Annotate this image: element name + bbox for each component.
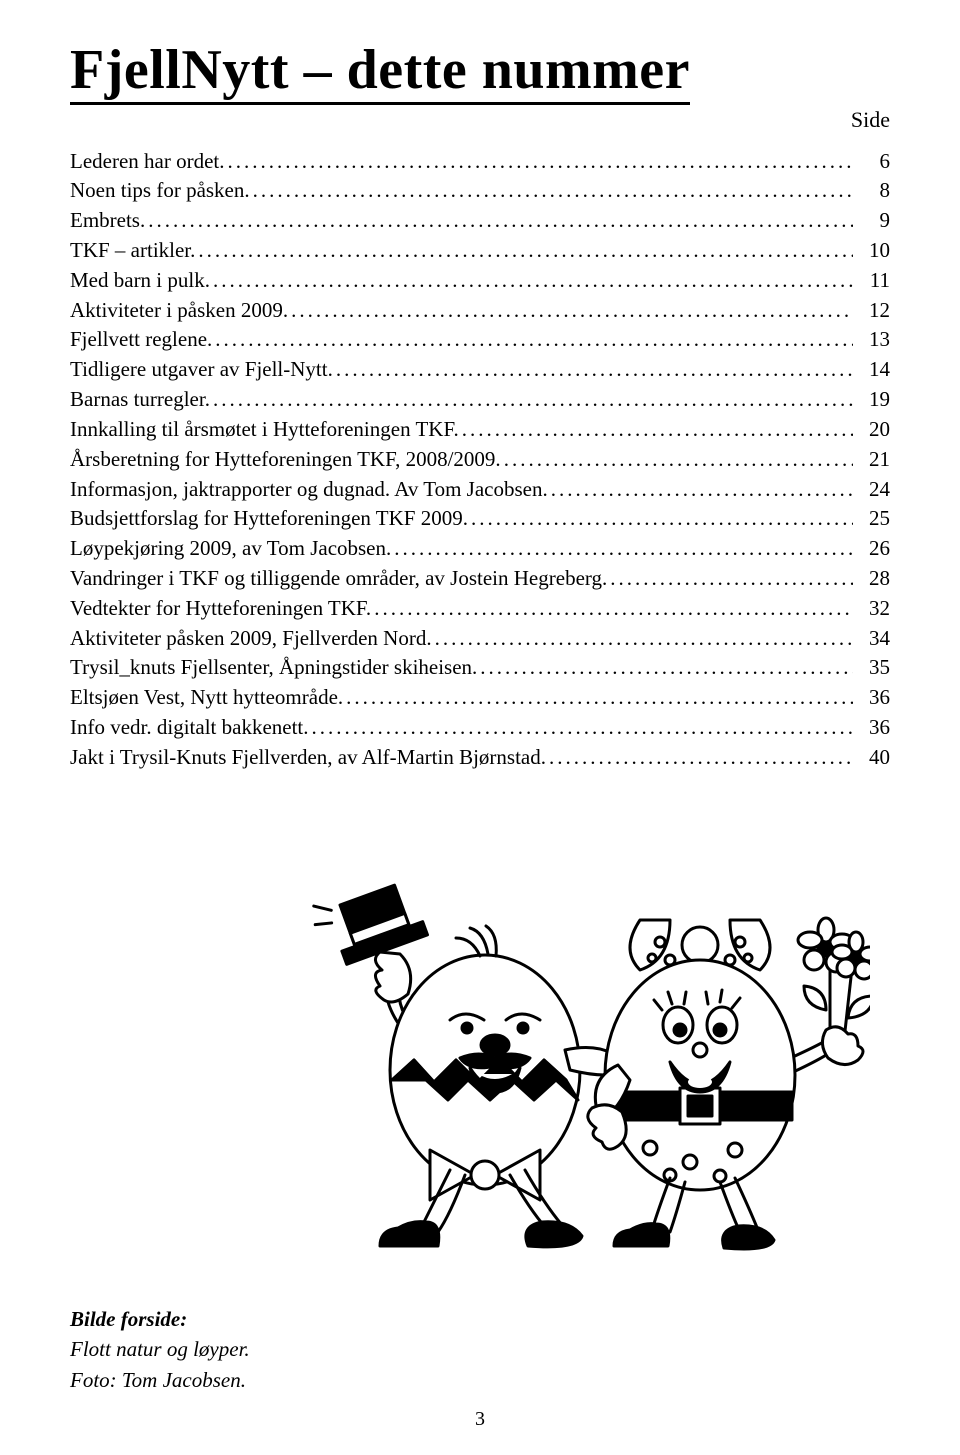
toc-entry: Tidligere utgaver av Fjell-Nytt. 14 xyxy=(70,355,890,385)
toc-entry: Budsjettforslag for Hytteforeningen TKF … xyxy=(70,504,890,534)
toc-entry-page: 36 xyxy=(856,713,890,743)
toc-entry: Jakt i Trysil-Knuts Fjellverden, av Alf-… xyxy=(70,743,890,773)
toc-entry-label: Embrets. xyxy=(70,206,145,236)
toc-leader-dots xyxy=(480,653,853,683)
page-title: FjellNytt – dette nummer xyxy=(70,40,690,102)
toc-entry: Info vedr. digitalt bakkenett. 36 xyxy=(70,713,890,743)
toc-entry-page: 13 xyxy=(856,325,890,355)
toc-entry: Aktiviteter i påsken 2009. 12 xyxy=(70,296,890,326)
toc-entry-label: Info vedr. digitalt bakkenett. xyxy=(70,713,309,743)
toc-entry-label: Jakt i Trysil-Knuts Fjellverden, av Alf-… xyxy=(70,743,546,773)
toc-leader-dots xyxy=(198,236,853,266)
toc-entry-page: 40 xyxy=(856,743,890,773)
toc-entry-label: Innkalling til årsmøtet i Hytteforeninge… xyxy=(70,415,459,445)
toc-leader-dots xyxy=(462,415,853,445)
easter-cartoon-illustration xyxy=(310,870,870,1260)
toc-entry: Fjellvett reglene. 13 xyxy=(70,325,890,355)
toc-entry: Aktiviteter påsken 2009, Fjellverden Nor… xyxy=(70,624,890,654)
caption-heading: Bilde forside: xyxy=(70,1304,250,1334)
toc-entry-page: 34 xyxy=(856,624,890,654)
toc-entry-label: Fjellvett reglene. xyxy=(70,325,212,355)
toc-entry-page: 6 xyxy=(856,147,890,177)
toc-entry-page: 25 xyxy=(856,504,890,534)
toc-leader-dots xyxy=(435,624,853,654)
toc-leader-dots xyxy=(213,385,853,415)
toc-entry-page: 21 xyxy=(856,445,890,475)
toc-leader-dots xyxy=(228,147,854,177)
toc-entry-page: 11 xyxy=(856,266,890,296)
caption-line-2: Foto: Tom Jacobsen. xyxy=(70,1365,250,1395)
toc-leader-dots xyxy=(346,683,853,713)
toc-leader-dots xyxy=(213,266,853,296)
toc-entry-page: 19 xyxy=(856,385,890,415)
side-column-header: Side xyxy=(70,107,890,133)
toc-entry-label: Aktiviteter i påsken 2009. xyxy=(70,296,288,326)
toc-entry-page: 36 xyxy=(856,683,890,713)
toc-entry-label: Noen tips for påsken. xyxy=(70,176,250,206)
toc-entry-label: TKF – artikler. xyxy=(70,236,195,266)
toc-entry-page: 12 xyxy=(856,296,890,326)
toc-entry-label: Vandringer i TKF og tilliggende områder,… xyxy=(70,564,607,594)
toc-leader-dots xyxy=(549,743,853,773)
toc-leader-dots xyxy=(253,176,853,206)
toc-entry-label: Vedtekter for Hytteforeningen TKF. xyxy=(70,594,371,624)
toc-entry-page: 32 xyxy=(856,594,890,624)
toc-entry: Barnas turregler. 19 xyxy=(70,385,890,415)
toc-entry-label: Informasjon, jaktrapporter og dugnad. Av… xyxy=(70,475,548,505)
toc-leader-dots xyxy=(215,325,853,355)
toc-entry-label: Tidligere utgaver av Fjell-Nytt. xyxy=(70,355,333,385)
toc-entry-page: 10 xyxy=(856,236,890,266)
table-of-contents: Lederen har ordet.6Noen tips for påsken.… xyxy=(70,147,890,773)
toc-entry-label: Løypekjøring 2009, av Tom Jacobsen. xyxy=(70,534,391,564)
toc-entry: Årsberetning for Hytteforeningen TKF, 20… xyxy=(70,445,890,475)
toc-entry-label: Budsjettforslag for Hytteforeningen TKF … xyxy=(70,504,468,534)
toc-entry: TKF – artikler. 10 xyxy=(70,236,890,266)
toc-entry-page: 35 xyxy=(856,653,890,683)
toc-entry-label: Årsberetning for Hytteforeningen TKF, 20… xyxy=(70,445,501,475)
toc-entry-label: Barnas turregler. xyxy=(70,385,210,415)
page-number: 3 xyxy=(0,1408,960,1431)
toc-entry-page: 14 xyxy=(856,355,890,385)
toc-entry-label: Aktiviteter påsken 2009, Fjellverden Nor… xyxy=(70,624,432,654)
toc-leader-dots xyxy=(610,564,853,594)
toc-entry: Vedtekter for Hytteforeningen TKF. 32 xyxy=(70,594,890,624)
toc-entry-page: 28 xyxy=(856,564,890,594)
toc-entry: Eltsjøen Vest, Nytt hytteområde. 36 xyxy=(70,683,890,713)
toc-leader-dots xyxy=(336,355,853,385)
toc-entry: Trysil_knuts Fjellsenter, Åpningstider s… xyxy=(70,653,890,683)
toc-leader-dots xyxy=(394,534,853,564)
toc-entry-label: Med barn i pulk. xyxy=(70,266,210,296)
toc-entry-page: 20 xyxy=(856,415,890,445)
toc-entry: Informasjon, jaktrapporter og dugnad. Av… xyxy=(70,475,890,505)
toc-leader-dots xyxy=(291,296,853,326)
toc-entry: Vandringer i TKF og tilliggende områder,… xyxy=(70,564,890,594)
toc-entry: Embrets. 9 xyxy=(70,206,890,236)
toc-entry-page: 9 xyxy=(856,206,890,236)
toc-entry-page: 26 xyxy=(856,534,890,564)
toc-entry: Lederen har ordet. 6 xyxy=(70,147,890,177)
toc-leader-dots xyxy=(551,475,853,505)
front-image-caption: Bilde forside: Flott natur og løyper. Fo… xyxy=(70,1304,250,1395)
toc-entry: Noen tips for påsken. 8 xyxy=(70,176,890,206)
toc-entry-label: Trysil_knuts Fjellsenter, Åpningstider s… xyxy=(70,653,477,683)
toc-entry-page: 8 xyxy=(856,176,890,206)
toc-leader-dots xyxy=(374,594,853,624)
toc-leader-dots xyxy=(148,206,853,236)
toc-entry-page: 24 xyxy=(856,475,890,505)
toc-entry: Innkalling til årsmøtet i Hytteforeninge… xyxy=(70,415,890,445)
toc-entry-label: Eltsjøen Vest, Nytt hytteområde. xyxy=(70,683,343,713)
toc-leader-dots xyxy=(471,504,853,534)
toc-entry: Med barn i pulk. 11 xyxy=(70,266,890,296)
caption-line-1: Flott natur og løyper. xyxy=(70,1334,250,1364)
toc-entry: Løypekjøring 2009, av Tom Jacobsen. 26 xyxy=(70,534,890,564)
toc-leader-dots xyxy=(312,713,853,743)
toc-entry-label: Lederen har ordet. xyxy=(70,147,225,177)
toc-leader-dots xyxy=(504,445,853,475)
